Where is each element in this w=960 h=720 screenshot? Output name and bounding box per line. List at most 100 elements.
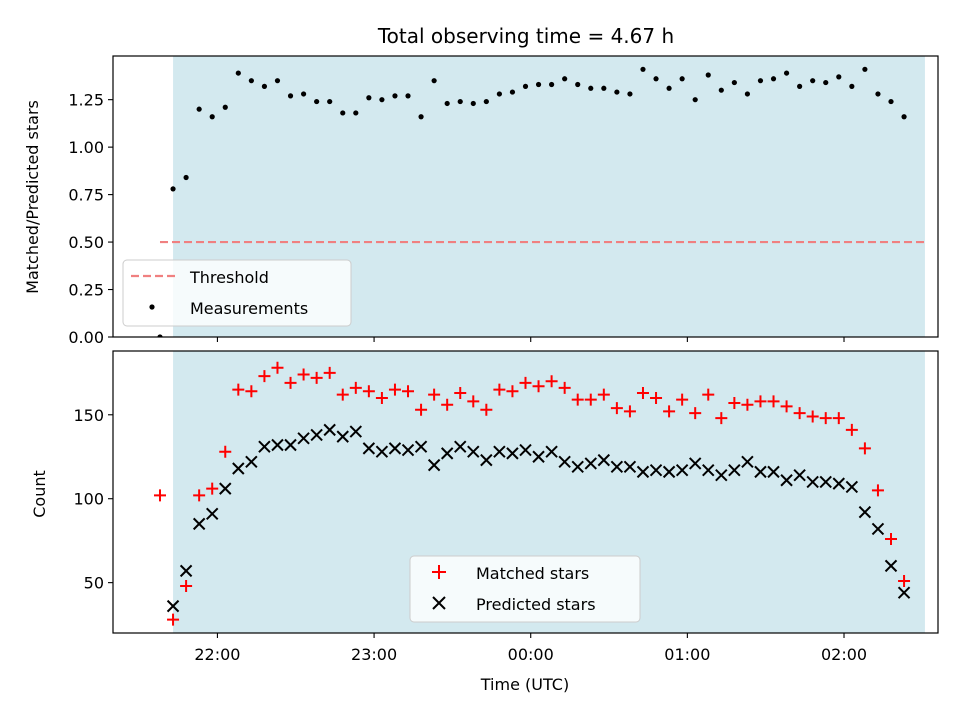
measurement-point: [327, 98, 333, 105]
measurement-point: [653, 76, 659, 82]
measurement-point: [562, 76, 568, 82]
measurement-point: [614, 89, 620, 95]
counts-y-tick-label: 50: [84, 574, 104, 593]
predicted-star-point: [636, 465, 650, 479]
x-axis-label: Time (UTC): [480, 675, 569, 694]
predicted-star-point: [192, 517, 206, 531]
legend-predicted-marker: [432, 596, 446, 610]
counts-y-tick-label: 150: [73, 406, 104, 425]
measurement-point: [588, 85, 594, 91]
matched-star-point: [493, 383, 506, 396]
legend-threshold-label: Threshold: [189, 268, 269, 287]
predicted-star-point: [688, 457, 702, 470]
predicted-star-point: [467, 445, 480, 458]
predicted-star-point: [597, 453, 611, 467]
matched-star-point: [728, 397, 741, 410]
chart-title: Total observing time = 4.67 h: [377, 24, 674, 48]
predicted-star-point: [819, 475, 832, 489]
measurement-point: [679, 76, 685, 82]
matched-star-point: [362, 385, 375, 398]
predicted-star-point: [454, 440, 467, 453]
predicted-star-point: [649, 463, 663, 477]
matched-star-point: [271, 361, 284, 374]
matched-star-point: [741, 398, 754, 411]
measurement-point: [888, 98, 894, 105]
predicted-star-point: [754, 465, 767, 479]
matched-star-point: [441, 398, 454, 411]
measurement-point: [287, 93, 294, 99]
predicted-star-point: [271, 438, 284, 452]
predicted-star-point: [571, 460, 584, 474]
matched-star-point: [323, 366, 336, 379]
predicted-star-point: [232, 462, 245, 475]
measurement-point: [196, 106, 202, 112]
measurement-point: [353, 110, 359, 116]
measurement-point: [718, 87, 724, 93]
predicted-star-point: [897, 586, 911, 599]
counts-marks: [153, 361, 911, 626]
predicted-star-point: [414, 440, 428, 453]
measurement-point: [496, 91, 502, 97]
matched-star-point: [532, 380, 545, 393]
measurement-point: [522, 83, 529, 89]
measurement-point: [770, 76, 777, 82]
predicted-star-point: [715, 469, 728, 482]
matched-star-point: [610, 402, 623, 415]
measurement-point: [392, 93, 398, 99]
predicted-star-point: [858, 505, 872, 519]
matched-star-point: [858, 442, 871, 455]
matched-star-point: [284, 376, 297, 389]
measurement-point: [470, 100, 476, 107]
measurement-point: [535, 81, 542, 88]
predicted-star-point: [675, 463, 689, 477]
x-tick-label: 22:00: [194, 645, 240, 664]
measurement-point: [314, 98, 320, 105]
x-tick-label: 00:00: [508, 645, 554, 664]
measurement-point: [405, 93, 411, 99]
predicted-star-point: [832, 477, 845, 490]
x-axis: 22:00 23:00 00:00 01:00 02:00: [194, 633, 867, 664]
predicted-star-point: [480, 453, 493, 467]
measurement-point: [810, 78, 816, 84]
ratio-y-axis-label: Matched/Predicted stars: [23, 100, 42, 294]
counts-frame: [112, 350, 939, 634]
measurement-point: [209, 114, 215, 120]
predicted-star-point: [297, 432, 310, 445]
ratio-y-tick-label: 0.75: [68, 186, 104, 205]
matched-star-point: [558, 381, 571, 394]
predicted-star-point: [427, 458, 441, 472]
measurement-point: [274, 78, 281, 84]
measurement-point: [379, 97, 385, 103]
legend-measurements-label: Measurements: [190, 299, 308, 318]
counts-y-tick-label: 100: [73, 490, 104, 509]
measurement-point: [783, 70, 790, 76]
matched-star-point: [780, 400, 793, 413]
measurement-point: [601, 85, 607, 91]
matched-star-point: [415, 403, 428, 416]
predicted-star-point: [258, 440, 271, 453]
matched-star-point: [519, 376, 532, 389]
measurement-point: [627, 91, 633, 97]
ratio-legend: Threshold Measurements: [122, 259, 352, 327]
measurement-point: [340, 110, 346, 116]
predicted-star-point: [584, 457, 597, 470]
matched-star-point: [375, 392, 388, 404]
predicted-star-point: [558, 455, 571, 468]
measurement-point: [222, 104, 228, 110]
measurement-point: [300, 91, 307, 97]
legend-matched-label: Matched stars: [476, 564, 589, 583]
measurement-point: [640, 66, 646, 72]
matched-star-point: [650, 392, 663, 404]
matched-star-point: [885, 533, 898, 545]
ratio-y-tick-label: 0.25: [68, 281, 104, 300]
measurement-point: [692, 97, 698, 103]
matched-star-point: [428, 388, 441, 401]
predicted-star-point: [728, 463, 741, 477]
predicted-star-point: [780, 474, 793, 487]
ratio-y-tick-label: 1.25: [68, 91, 104, 110]
matched-star-point: [793, 407, 806, 420]
predicted-star-point: [871, 522, 885, 536]
predicted-star-point: [623, 460, 637, 474]
x-tick-label: 23:00: [351, 645, 397, 664]
